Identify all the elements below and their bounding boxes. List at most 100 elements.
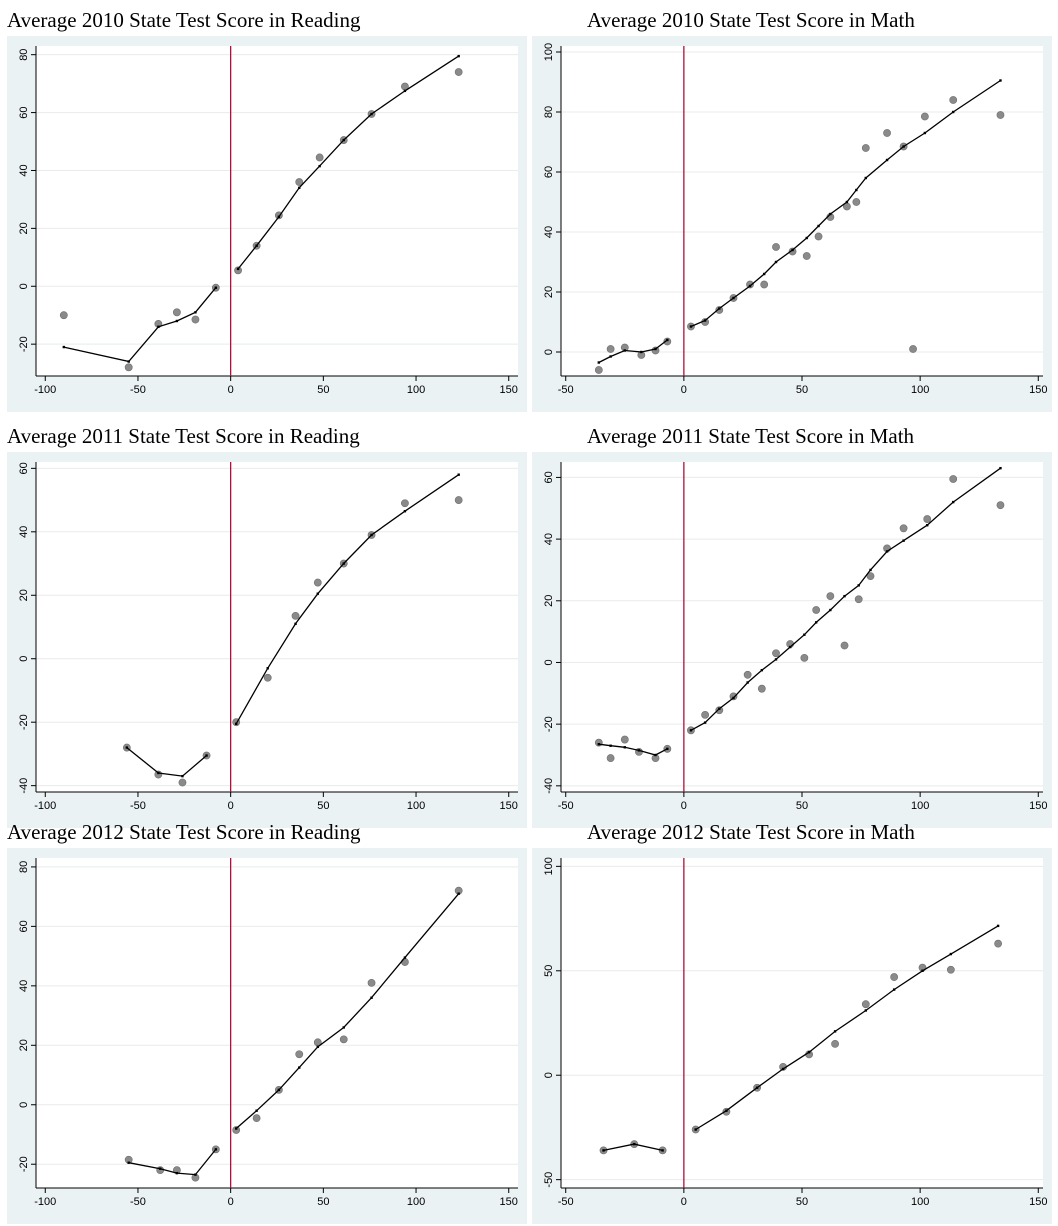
- data-point: [855, 596, 862, 603]
- data-point: [455, 68, 462, 75]
- fit-marker: [718, 708, 720, 710]
- fit-marker: [749, 285, 751, 287]
- fit-marker: [404, 90, 406, 92]
- data-point: [997, 502, 1004, 509]
- fit-marker: [858, 584, 860, 586]
- x-tick-label: 50: [317, 800, 329, 812]
- x-tick-label: 100: [911, 800, 929, 812]
- fit-marker: [343, 1026, 345, 1028]
- y-tick-label: 20: [543, 595, 555, 607]
- chart-title: Average 2011 State Test Score in Reading: [7, 422, 360, 450]
- fit-marker: [886, 550, 888, 552]
- data-point: [292, 612, 299, 619]
- data-point: [924, 515, 931, 522]
- fit-marker: [298, 187, 300, 189]
- y-tick-label: -20: [543, 716, 555, 732]
- fit-marker: [732, 697, 734, 699]
- fit-marker: [761, 669, 763, 671]
- chart-title: Average 2012 State Test Score in Math: [587, 818, 915, 846]
- y-tick-label: 60: [543, 471, 555, 483]
- fit-marker: [638, 749, 640, 751]
- y-tick-label: 20: [18, 1039, 30, 1051]
- plot-frame: -40 -20 0 20 40 60 -100 -50 0 50 100 150: [7, 452, 527, 828]
- fit-marker: [255, 245, 257, 247]
- fit-marker: [704, 319, 706, 321]
- data-point: [60, 312, 67, 319]
- fit-marker: [865, 1009, 867, 1011]
- data-point: [815, 233, 822, 240]
- data-point: [702, 711, 709, 718]
- y-tick-label: -40: [543, 778, 555, 794]
- fit-marker: [181, 775, 183, 777]
- fit-marker: [690, 729, 692, 731]
- fit-marker: [194, 1173, 196, 1175]
- fit-marker: [457, 473, 459, 475]
- chart-svg: -40-200204060-50 0 50 100 150: [532, 452, 1052, 828]
- fit-marker: [157, 326, 159, 328]
- chart-panel-math-2011: Average 2011 State Test Score in Math -4…: [532, 422, 1052, 830]
- fit-marker: [782, 1068, 784, 1070]
- x-tick-label: 150: [500, 800, 518, 812]
- plot-area: [561, 46, 1043, 376]
- fit-marker: [598, 361, 600, 363]
- y-tick-label: 20: [18, 222, 30, 234]
- fit-marker: [457, 892, 459, 894]
- x-tick-label: 50: [796, 1196, 808, 1208]
- x-tick-label: 100: [407, 384, 425, 396]
- x-tick-label: -50: [130, 800, 146, 812]
- y-tick-label: 0: [18, 1102, 30, 1108]
- y-tick-label: 0: [543, 659, 555, 665]
- data-point: [744, 671, 751, 678]
- fit-marker: [278, 216, 280, 218]
- fit-marker: [893, 988, 895, 990]
- fit-marker: [926, 524, 928, 526]
- fit-marker: [666, 748, 668, 750]
- fit-marker: [869, 569, 871, 571]
- data-point: [264, 674, 271, 681]
- fit-marker: [370, 997, 372, 999]
- y-tick-label: 60: [18, 920, 30, 932]
- data-point: [125, 364, 132, 371]
- fit-marker: [803, 634, 805, 636]
- data-point: [950, 96, 957, 103]
- fit-marker: [633, 1143, 635, 1145]
- x-tick-label: 0: [681, 384, 687, 396]
- data-point: [997, 111, 1004, 118]
- data-point: [607, 345, 614, 352]
- chart-panel-reading-2010: Average 2010 State Test Score in Reading…: [7, 6, 527, 414]
- fit-marker: [775, 658, 777, 660]
- x-tick-label: -50: [558, 384, 574, 396]
- data-point: [831, 1040, 838, 1047]
- y-tick-label: 50: [543, 965, 555, 977]
- data-point: [173, 309, 180, 316]
- fit-marker: [834, 1030, 836, 1032]
- y-tick-label: -50: [543, 1172, 555, 1188]
- fit-marker: [855, 189, 857, 191]
- data-point: [621, 736, 628, 743]
- fit-marker: [343, 139, 345, 141]
- fit-marker: [999, 79, 1001, 81]
- data-point: [253, 1115, 260, 1122]
- x-tick-label: 100: [911, 384, 929, 396]
- fit-marker: [924, 132, 926, 134]
- data-point: [314, 579, 321, 586]
- data-point: [995, 940, 1002, 947]
- x-tick-label: -50: [558, 800, 574, 812]
- data-point: [296, 1051, 303, 1058]
- plot-area: [561, 462, 1043, 792]
- data-point: [862, 144, 869, 151]
- chart-svg: -50 0 50 100 -50 0 50 100 150: [532, 848, 1052, 1224]
- fit-marker: [746, 681, 748, 683]
- fit-marker: [176, 320, 178, 322]
- y-tick-label: 0: [18, 283, 30, 289]
- data-point: [607, 754, 614, 761]
- y-tick-label: 100: [543, 857, 555, 875]
- fit-marker: [159, 1167, 161, 1169]
- data-point: [803, 252, 810, 259]
- chart-svg: -20 0 20 40 60 80 -100 -50 0 50 100 150: [7, 848, 527, 1224]
- fit-marker: [952, 501, 954, 503]
- x-tick-label: 0: [228, 800, 234, 812]
- fit-marker: [404, 510, 406, 512]
- x-tick-label: 150: [500, 384, 518, 396]
- x-tick-label: 100: [407, 1196, 425, 1208]
